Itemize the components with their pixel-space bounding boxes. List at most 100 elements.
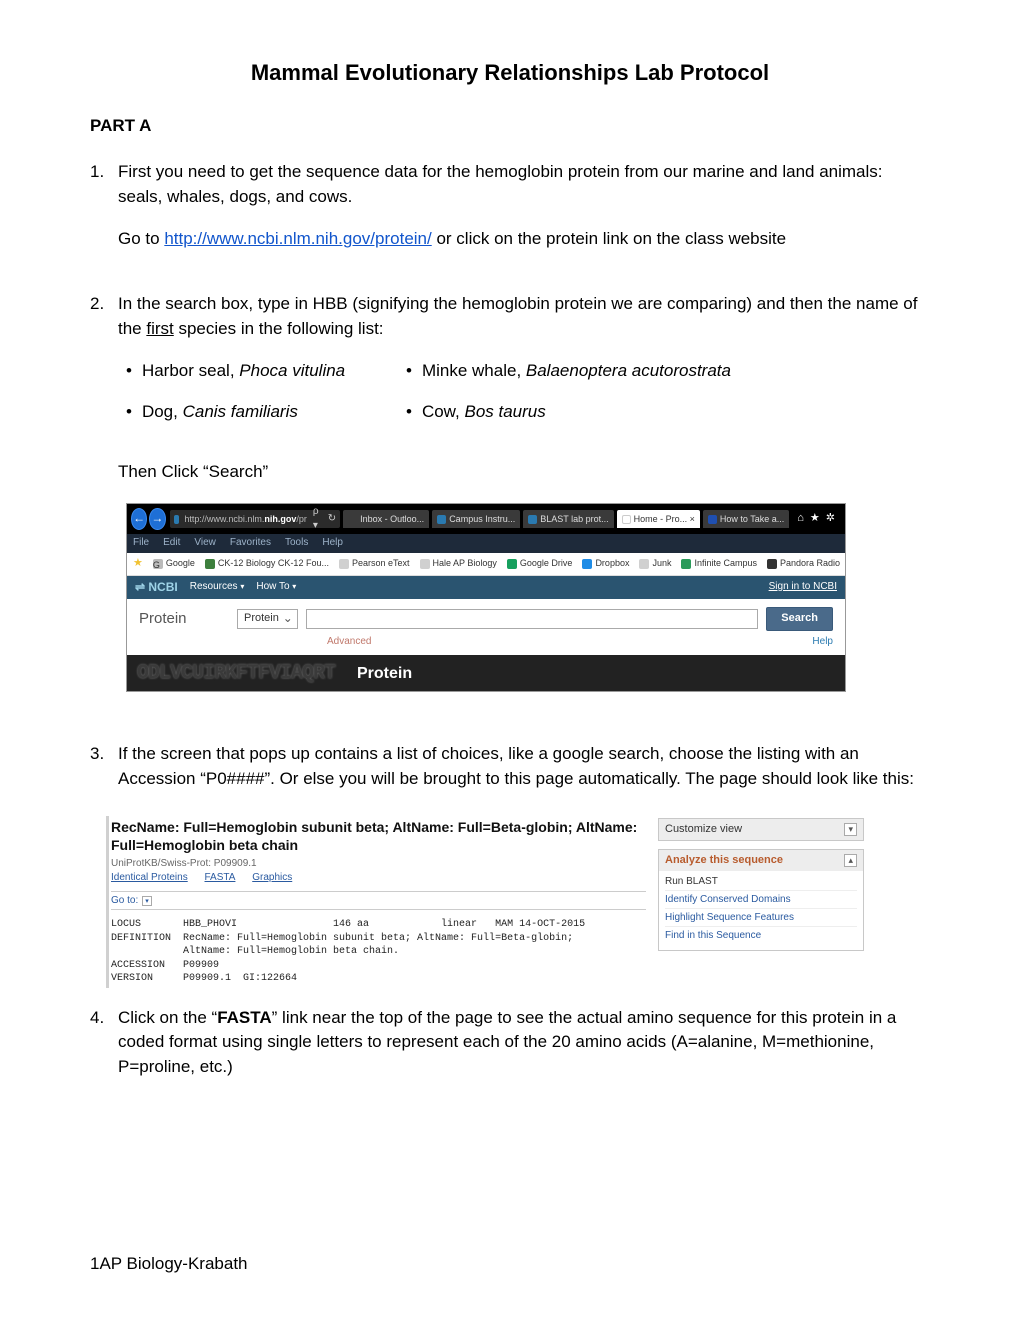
species-item: •Cow, Bos taurus [406, 400, 826, 425]
species-latin: Bos taurus [464, 402, 545, 421]
goto-label: Go to: [111, 895, 138, 906]
step4-pre: Click on the “ [118, 1008, 217, 1027]
step4-bold: FASTA [217, 1008, 271, 1027]
genbank-flatfile: LOCUS HBB_PHOVI 146 aa linear MAM 14-OCT… [111, 918, 646, 986]
step1-p1: First you need to get the sequence data … [118, 160, 930, 209]
help-link[interactable]: Help [812, 635, 833, 650]
ie-icon [174, 515, 180, 524]
ncbi-resources-menu[interactable]: Resources ▾ [190, 580, 245, 595]
browser-tab[interactable]: How to Take a... [703, 510, 789, 528]
analyze-sequence-box: Analyze this sequence ▴ Run BLAST Identif… [658, 849, 864, 951]
browser-tab[interactable]: BLAST lab prot... [523, 510, 613, 528]
goto-prefix: Go to [118, 229, 164, 248]
part-a-label: PART A [90, 116, 930, 136]
settings-icon[interactable]: ✲ [826, 511, 835, 527]
bookmark-item[interactable]: GGoogle [153, 557, 195, 570]
forward-button[interactable]: → [149, 508, 165, 530]
db-select[interactable]: Protein [237, 609, 298, 629]
fasta-link[interactable]: FASTA [205, 872, 236, 883]
tab-favicon [528, 515, 537, 524]
identify-domains-link[interactable]: Identify Conserved Domains [665, 890, 857, 908]
bookmark-item[interactable]: Infinite Campus [681, 557, 757, 570]
favorites-star-icon[interactable]: ★ [133, 556, 143, 572]
banner-title: Protein [357, 662, 412, 685]
analyze-header: Analyze this sequence [665, 854, 783, 866]
search-dropdown-icon[interactable]: ρ ▾ [313, 505, 322, 534]
step-3: 3. If the screen that pops up contains a… [90, 742, 930, 809]
ncbi-header: ⇌ NCBI Resources ▾ How To ▾ Sign in to N… [127, 576, 845, 599]
bookmark-item[interactable]: Pandora Radio [767, 557, 840, 570]
record-links: Identical Proteins FASTA Graphics [111, 872, 646, 883]
customize-view-box: Customize view ▾ [658, 818, 864, 841]
home-icon[interactable]: ⌂ [797, 511, 804, 527]
browser-titlebar: ← → http://www.ncbi.nlm.nih.gov/pr ρ ▾ ↻… [127, 504, 845, 534]
species-common: Harbor seal, [142, 361, 239, 380]
menu-help[interactable]: Help [322, 536, 343, 551]
identical-proteins-link[interactable]: Identical Proteins [111, 872, 188, 883]
browser-tab[interactable]: Campus Instru... [432, 510, 520, 528]
tab-favicon [348, 515, 357, 524]
search-input[interactable] [306, 609, 758, 629]
menu-tools[interactable]: Tools [285, 536, 308, 551]
menu-file[interactable]: File [133, 536, 149, 551]
run-blast-link[interactable]: Run BLAST [665, 873, 857, 890]
step-2: 2. In the search box, type in HBB (signi… [90, 292, 930, 720]
protein-banner: ODLVCUIRKFTFVIAQRT Protein [127, 655, 845, 691]
ncbi-search-row: Protein Protein Search [127, 599, 845, 635]
menu-favorites[interactable]: Favorites [230, 536, 271, 551]
tab-favicon [708, 515, 717, 524]
step-number: 2. [90, 292, 118, 720]
browser-actions: ⌂ ★ ✲ [791, 511, 841, 527]
chevron-down-icon: ▾ [142, 896, 152, 906]
species-common: Minke whale, [422, 361, 526, 380]
address-bar[interactable]: http://www.ncbi.nlm.nih.gov/pr ρ ▾ ↻ [170, 510, 341, 528]
refresh-icon[interactable]: ↻ [328, 512, 336, 527]
ncbi-record-screenshot: RecName: Full=Hemoglobin subunit beta; A… [106, 816, 866, 988]
tab-favicon [437, 515, 446, 524]
goto-dropdown[interactable]: Go to: ▾ [111, 891, 646, 910]
search-button[interactable]: Search [766, 607, 833, 631]
ncbi-logo[interactable]: ⇌ NCBI [135, 579, 178, 596]
menu-edit[interactable]: Edit [163, 536, 180, 551]
browser-tab[interactable]: Inbox - Outloo... [343, 510, 429, 528]
bookmark-item[interactable]: Hale AP Biology [420, 557, 497, 570]
bookmark-item[interactable]: Google Drive [507, 557, 573, 570]
back-button[interactable]: ← [131, 508, 147, 530]
advanced-link[interactable]: Advanced [327, 635, 371, 650]
ncbi-search-screenshot: ← → http://www.ncbi.nlm.nih.gov/pr ρ ▾ ↻… [126, 503, 846, 692]
ncbi-protein-link[interactable]: http://www.ncbi.nlm.nih.gov/protein/ [164, 229, 431, 248]
advanced-help-row: Advanced Help [127, 635, 845, 656]
ncbi-signin-link[interactable]: Sign in to NCBI [769, 580, 837, 595]
species-item: •Dog, Canis familiaris [126, 400, 406, 425]
species-item: •Harbor seal, Phoca vitulina [126, 359, 406, 384]
step3-text: If the screen that pops up contains a li… [118, 742, 930, 791]
ncbi-howto-menu[interactable]: How To ▾ [256, 580, 296, 595]
favorites-icon[interactable]: ★ [810, 511, 820, 527]
bookmark-item[interactable]: Dropbox [582, 557, 629, 570]
species-latin: Canis familiaris [183, 402, 298, 421]
find-in-sequence-link[interactable]: Find in this Sequence [665, 926, 857, 944]
bookmark-item[interactable]: Pearson eText [339, 557, 410, 570]
expand-icon[interactable]: ▾ [844, 823, 857, 836]
step4-text: Click on the “FASTA” link near the top o… [118, 1006, 930, 1080]
bookmark-item[interactable]: CK-12 Biology CK-12 Fou... [205, 557, 329, 570]
then-click-search: Then Click “Search” [118, 460, 930, 485]
bookmark-item[interactable]: Junk [639, 557, 671, 570]
db-label: Protein [139, 608, 229, 630]
step-number: 1. [90, 160, 118, 270]
tab-favicon [622, 515, 631, 524]
collapse-icon[interactable]: ▴ [844, 854, 857, 867]
step-4: 4. Click on the “FASTA” link near the to… [90, 1006, 930, 1098]
step-1: 1. First you need to get the sequence da… [90, 160, 930, 270]
browser-tab-active[interactable]: Home - Pro... × [617, 510, 700, 528]
highlight-features-link[interactable]: Highlight Sequence Features [665, 908, 857, 926]
banner-sequence-bg: ODLVCUIRKFTFVIAQRT [137, 659, 335, 688]
step2-p1b: species in the following list: [174, 319, 384, 338]
browser-menubar: File Edit View Favorites Tools Help [127, 534, 845, 553]
species-common: Cow, [422, 402, 465, 421]
graphics-link[interactable]: Graphics [252, 872, 292, 883]
step-number: 4. [90, 1006, 118, 1098]
menu-view[interactable]: View [194, 536, 216, 551]
goto-suffix: or click on the protein link on the clas… [432, 229, 786, 248]
customize-view-header[interactable]: Customize view [665, 823, 742, 835]
